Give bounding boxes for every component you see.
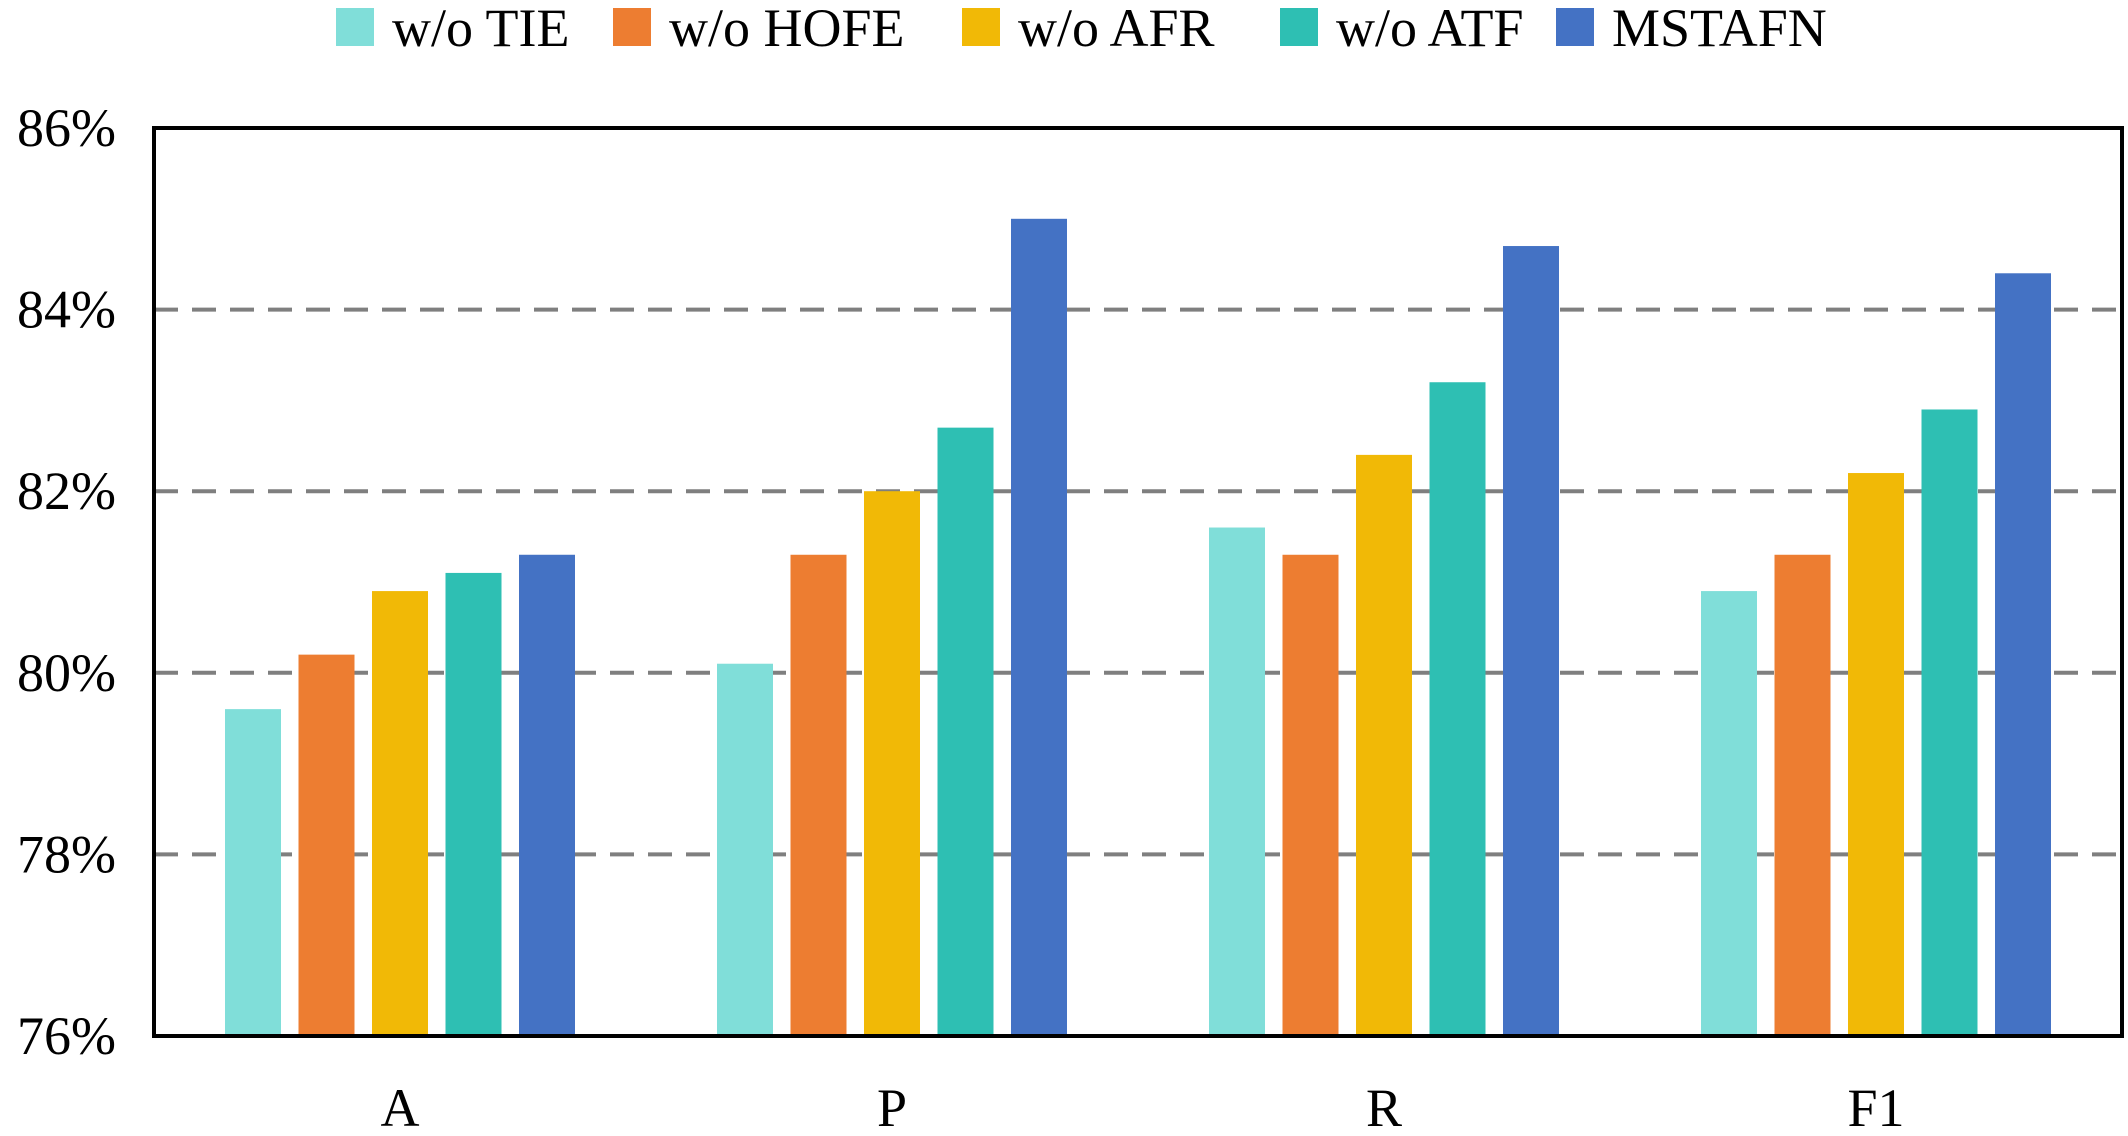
bar-r-4 — [1429, 382, 1486, 1036]
legend-label-2: w/o HOFE — [669, 0, 905, 58]
legend: w/o TIE w/o HOFE w/o AFR w/o ATF MSTAFN — [336, 0, 1827, 58]
bar-p-1 — [717, 663, 773, 1036]
x-category-label-a: A — [381, 1078, 420, 1136]
y-axis-ticks: 76% 78% 80% 82% 84% 86% — [17, 98, 116, 1066]
y-tick-label-78: 78% — [17, 824, 116, 884]
plot-frame — [152, 126, 2124, 1038]
x-category-label-p: P — [877, 1078, 907, 1136]
y-tick-label-84: 84% — [17, 280, 116, 340]
bar-a-3 — [372, 591, 428, 1036]
bar-f1-3 — [1848, 473, 1904, 1036]
bar-f1-5 — [1995, 273, 2051, 1036]
legend-label-1: w/o TIE — [392, 0, 569, 58]
legend-label-5: MSTAFN — [1612, 0, 1827, 58]
x-category-label-r: R — [1366, 1078, 1402, 1136]
legend-label-4: w/o ATF — [1336, 0, 1524, 58]
y-tick-label-82: 82% — [17, 461, 116, 521]
bar-f1-1 — [1701, 591, 1757, 1036]
bar-p-3 — [864, 491, 920, 1036]
legend-swatch-3 — [962, 8, 1000, 46]
y-tick-label-76: 76% — [17, 1006, 116, 1066]
bar-r-1 — [1209, 527, 1265, 1036]
y-tick-label-86: 86% — [17, 98, 116, 158]
bar-p-5 — [1011, 218, 1067, 1037]
y-tick-label-80: 80% — [17, 643, 116, 703]
legend-swatch-1 — [336, 8, 374, 46]
bar-a-4 — [445, 572, 502, 1036]
legend-label-3: w/o AFR — [1018, 0, 1215, 58]
x-category-label-f1: F1 — [1847, 1078, 1904, 1136]
bar-r-3 — [1356, 454, 1412, 1036]
legend-swatch-5 — [1556, 8, 1594, 46]
bar-a-5 — [519, 554, 575, 1036]
legend-swatch-4 — [1280, 8, 1318, 46]
bar-f1-4 — [1921, 409, 1978, 1037]
bar-a-2 — [298, 654, 355, 1036]
bar-r-2 — [1282, 554, 1339, 1036]
bar-p-2 — [790, 554, 847, 1036]
bar-r-5 — [1503, 246, 1559, 1037]
x-axis-categories: A P R F1 — [381, 1078, 1905, 1136]
bars — [225, 218, 2051, 1037]
legend-swatch-2 — [613, 8, 651, 46]
bar-f1-2 — [1774, 554, 1831, 1036]
bar-p-4 — [937, 427, 994, 1036]
bar-a-1 — [225, 709, 281, 1036]
